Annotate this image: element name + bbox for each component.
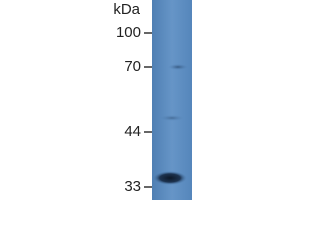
band [153, 171, 187, 185]
band [168, 64, 188, 70]
marker-label: 44 [124, 123, 141, 140]
blot: kDa 100 70 44 33 [113, 0, 192, 200]
marker-label: 70 [124, 58, 141, 75]
markers: 100 70 44 33 [116, 24, 152, 195]
marker-label: 33 [124, 178, 141, 195]
unit-label: kDa [113, 1, 140, 18]
lane [152, 0, 192, 200]
band [160, 115, 184, 121]
marker-label: 100 [116, 24, 141, 41]
